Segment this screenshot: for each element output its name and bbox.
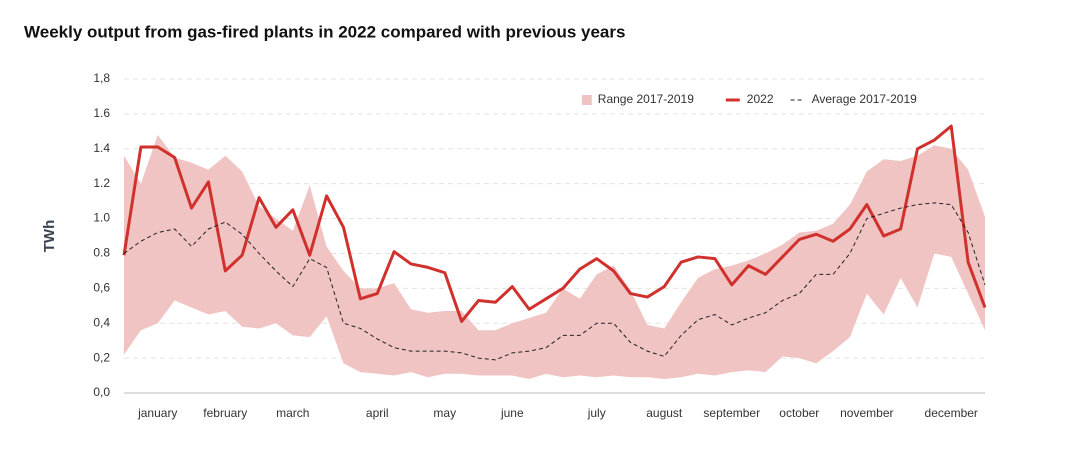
x-tick-label: march xyxy=(276,406,309,420)
y-tick-label: 1.2 xyxy=(93,176,110,190)
x-tick-label: may xyxy=(433,406,456,420)
y-axis-label: TWh xyxy=(41,220,58,252)
y-tick-label: 1.6 xyxy=(93,106,110,120)
y-tick-label: 0,4 xyxy=(93,315,110,329)
x-tick-label: february xyxy=(203,406,247,420)
x-tick-label: april xyxy=(366,406,389,420)
average-line xyxy=(123,202,986,361)
y-tick-label: 1.0 xyxy=(93,211,110,225)
x-tick-label: november xyxy=(840,406,893,420)
y-tick-label: 0,0 xyxy=(93,385,110,399)
x-tick-label: september xyxy=(703,406,760,420)
y-tick-label: 0.8 xyxy=(93,246,110,260)
x-tick-label: june xyxy=(500,406,524,420)
line-2022 xyxy=(122,124,987,323)
y-tick-label: 0,6 xyxy=(93,281,110,295)
legend-label: 2022 xyxy=(747,92,774,106)
x-tick-label: december xyxy=(925,406,978,420)
y-tick-label: 0,2 xyxy=(93,350,110,364)
legend-label: Average 2017-2019 xyxy=(812,92,918,106)
chart-title: Weekly output from gas-fired plants in 2… xyxy=(24,22,625,41)
legend-label: Range 2017-2019 xyxy=(598,92,694,106)
legend-swatch xyxy=(581,95,592,105)
y-tick-label: 1,8 xyxy=(93,71,110,85)
x-tick-label: january xyxy=(137,406,177,420)
x-tick-label: august xyxy=(646,406,683,420)
x-tick-label: july xyxy=(587,406,606,420)
y-tick-label: 1.4 xyxy=(93,141,110,155)
x-tick-label: october xyxy=(779,406,819,420)
range-area xyxy=(124,134,985,380)
